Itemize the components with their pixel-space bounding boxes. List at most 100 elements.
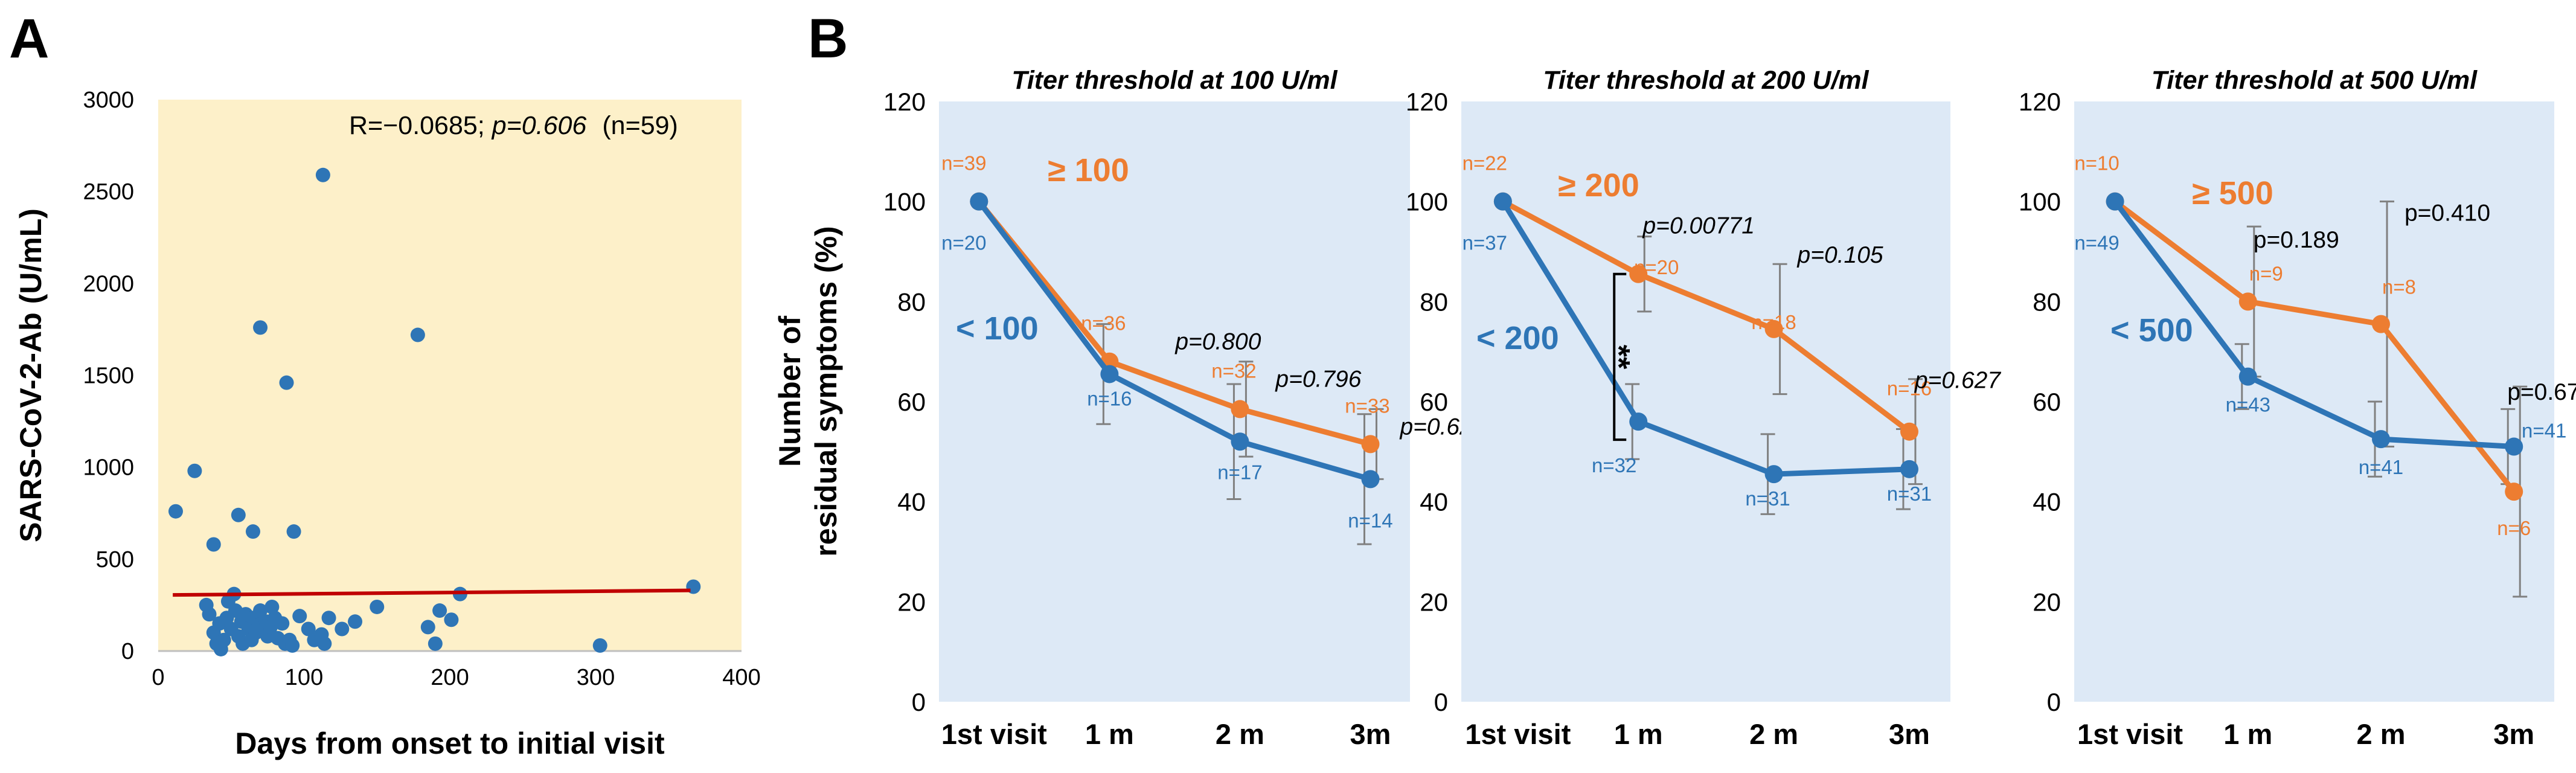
line-chart-2: Titer threshold at 500 U/ml 0 20 40 60 80 100 1…	[2019, 66, 2576, 750]
x-tick-label: 1st visit	[2077, 718, 2183, 750]
p-value-label: p=0.410	[2405, 200, 2490, 226]
y-tick-label: 2500	[83, 179, 134, 205]
y-axis-title: SARS-CoV-2-Ab (U/mL)	[14, 208, 48, 542]
p-value-label: p=0.189	[2254, 227, 2339, 253]
n-label: n=37	[1463, 232, 1507, 254]
y-tick-label: 40	[1420, 488, 1448, 516]
scatter-point	[321, 611, 336, 626]
scatter-point	[253, 320, 268, 335]
sample-size: (n=59)	[602, 111, 678, 140]
scatter-point	[315, 167, 330, 182]
scatter-point	[253, 603, 268, 618]
y-tick-label: 100	[883, 188, 926, 216]
n-label: n=31	[1887, 483, 1932, 505]
scatter-point	[275, 616, 290, 631]
line-chart-1: Titer threshold at 200 U/ml 0 20 40 60 80 100 1…	[1406, 66, 2001, 750]
plot-area	[2074, 101, 2554, 702]
panel-label-b: B	[808, 8, 848, 69]
chart-title: Titer threshold at 500 U/ml	[2151, 66, 2478, 95]
plot-area	[158, 100, 742, 651]
scatter-point	[432, 603, 447, 618]
p-value-label: p=0.674	[2507, 379, 2576, 405]
scatter-point	[264, 599, 280, 614]
scatter-point	[206, 537, 221, 552]
n-label: n=20	[941, 232, 986, 254]
y-tick-label: 80	[2033, 287, 2061, 316]
scatter-point	[444, 612, 459, 627]
y-tick-label: 40	[897, 488, 926, 516]
y-tick-label: 100	[1406, 188, 1448, 216]
x-tick-label: 2 m	[2357, 718, 2406, 750]
data-point-high	[2505, 483, 2523, 501]
n-label: n=6	[2497, 517, 2531, 539]
series-line-high	[2113, 199, 2516, 493]
n-label: n=31	[1745, 487, 1790, 510]
data-point-high	[1361, 435, 1380, 454]
data-point-high	[2238, 292, 2257, 311]
scatter-point	[285, 638, 300, 653]
scatter-point	[231, 507, 246, 522]
x-tick-label: 1 m	[1614, 718, 1663, 750]
x-tick-label: 2 m	[1749, 718, 1798, 750]
chart-title: Titer threshold at 100 U/ml	[1011, 66, 1338, 95]
y-tick-label: 80	[897, 287, 926, 316]
scatter-chart: 0 500 1000 1500 2000 2500 3000 0 100 200 300 400 Day…	[14, 88, 761, 760]
n-label: n=14	[1348, 509, 1392, 531]
series-line-low	[976, 199, 1371, 482]
n-label: n=9	[2249, 262, 2283, 284]
series-line-low	[1501, 200, 1910, 477]
plot-area	[1461, 101, 1950, 702]
scatter-point	[428, 636, 443, 651]
y-tick-label: 120	[1406, 88, 1448, 116]
y-tick-label: 500	[96, 547, 134, 573]
data-point-low	[1231, 432, 1249, 451]
n-label: n=17	[1217, 461, 1262, 483]
x-tick-label: 2 m	[1216, 718, 1264, 750]
scatter-point	[410, 327, 425, 342]
series-name-low: < 200	[1476, 320, 1559, 356]
series-name-low: < 500	[2110, 312, 2193, 348]
data-point-low	[2106, 192, 2124, 211]
x-tick-label: 1st visit	[1465, 718, 1571, 750]
data-point-low	[1493, 192, 1512, 211]
n-label: n=22	[1463, 152, 1507, 175]
y-tick-label: 60	[2033, 388, 2061, 416]
scatter-point	[301, 621, 316, 637]
y-tick-label: 20	[2033, 588, 2061, 616]
y-tick-label: 0	[912, 688, 926, 716]
x-tick-label: 300	[577, 665, 615, 690]
n-label: n=16	[1087, 387, 1132, 409]
n-label: n=43	[2226, 394, 2270, 416]
y-axis-title-line2: residual symptoms (%)	[809, 226, 843, 556]
y-tick-label: 60	[897, 388, 926, 416]
x-tick-label: 1st visit	[941, 718, 1047, 750]
n-label: n=39	[941, 152, 986, 175]
y-tick-label: 60	[1420, 388, 1448, 416]
p-value-label: p=0.105	[1797, 242, 1883, 268]
n-label: n=36	[1081, 312, 1126, 335]
n-label: n=16	[1887, 377, 1932, 400]
x-axis-title: Days from onset to initial visit	[235, 726, 665, 760]
y-tick-label: 1500	[83, 364, 134, 389]
n-label: n=32	[1211, 359, 1256, 382]
data-point-low	[1361, 470, 1380, 489]
series-line-high	[1501, 199, 1911, 434]
y-tick-label: 80	[1420, 287, 1448, 316]
data-point-low	[1629, 412, 1648, 431]
scatter-point	[370, 599, 385, 614]
data-point-high	[1231, 400, 1249, 419]
n-label: n=8	[2382, 276, 2416, 298]
plot-area	[939, 101, 1410, 702]
p-value-label: p=0.796	[1275, 367, 1361, 393]
line-chart-0: Titer threshold at 100 U/ml 0 20 40 60 80 100 1…	[883, 66, 1486, 750]
x-tick-label: 3m	[2493, 718, 2534, 750]
y-tick-label: 2000	[83, 271, 134, 297]
x-tick-label: 1 m	[2223, 718, 2272, 750]
p-value: =0.606	[507, 111, 587, 140]
correlation-r: R=−0.0685;	[349, 111, 492, 140]
scatter-point	[245, 524, 260, 539]
scatter-point	[317, 636, 332, 651]
scatter-point	[292, 609, 307, 624]
scatter-point	[592, 638, 607, 653]
series-name-low: < 100	[956, 310, 1039, 347]
